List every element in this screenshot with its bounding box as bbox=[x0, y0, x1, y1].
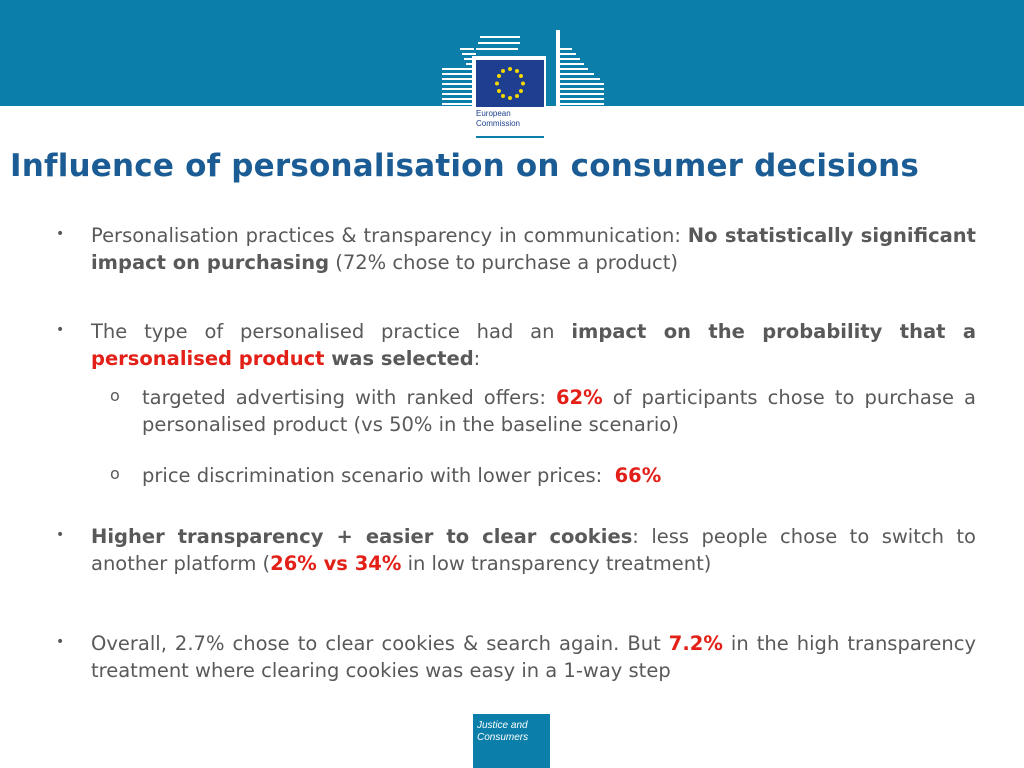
text-run: in the high transparency treatment where… bbox=[91, 632, 977, 682]
bullet-icon: • bbox=[56, 322, 65, 338]
footer-badge: Justice and Consumers bbox=[473, 714, 550, 768]
text-run: : bbox=[473, 347, 481, 370]
bold-text: was selected bbox=[324, 347, 474, 370]
logo-caption-line2: Commission bbox=[476, 119, 521, 128]
text-run: (72% chose to purchase a product) bbox=[329, 251, 678, 274]
text-run: : less people chose to switch to another… bbox=[91, 525, 976, 575]
bullet-text: Higher transparency + easier to clear co… bbox=[91, 523, 976, 577]
footer-line2: Consumers bbox=[477, 732, 529, 743]
text-run: in low transparency treatment) bbox=[401, 552, 712, 575]
bold-text: impact on the probability that a bbox=[571, 320, 977, 343]
bullet-text: Personalisation practices & transparency… bbox=[91, 222, 976, 276]
highlight-text: 66% bbox=[614, 464, 662, 487]
text-run: of participants chose to purchase a pers… bbox=[142, 386, 976, 436]
text-run: price discrimination scenario with lower… bbox=[142, 464, 615, 487]
text-run: Overall, 2.7% chose to clear cookies & s… bbox=[91, 632, 669, 655]
page-title: Influence of personalisation on consumer… bbox=[10, 148, 920, 184]
sub-bullet-text: targeted advertising with ranked offers:… bbox=[142, 384, 976, 438]
footer-line1: Justice and bbox=[477, 720, 528, 731]
text-run: The type of personalised practice had an bbox=[91, 320, 572, 343]
bullet-icon: • bbox=[56, 634, 65, 650]
highlight-text: 62% bbox=[555, 386, 603, 409]
highlight-text: 26% vs 34% bbox=[270, 552, 402, 575]
sub-bullet-icon: o bbox=[110, 464, 120, 483]
european-commission-logo-icon bbox=[442, 30, 604, 140]
bullet-icon: • bbox=[56, 527, 65, 543]
logo-caption: European Commission bbox=[476, 109, 546, 129]
bold-text: Higher transparency + easier to clear co… bbox=[91, 525, 633, 548]
text-run: Personalisation practices & transparency… bbox=[91, 224, 688, 247]
highlight-text: 7.2% bbox=[668, 632, 723, 655]
logo-caption-line1: European bbox=[476, 109, 511, 118]
sub-bullet-text: price discrimination scenario with lower… bbox=[142, 462, 976, 489]
highlight-text: personalised product bbox=[91, 347, 325, 370]
bullet-text: The type of personalised practice had an… bbox=[91, 318, 976, 372]
bold-text: No statistically significant impact on p… bbox=[91, 224, 976, 274]
sub-bullet-icon: o bbox=[110, 386, 120, 405]
text-run: targeted advertising with ranked offers: bbox=[142, 386, 556, 409]
bullet-text: Overall, 2.7% chose to clear cookies & s… bbox=[91, 630, 976, 684]
footer-badge-text: Justice and Consumers bbox=[477, 720, 549, 744]
bullet-icon: • bbox=[56, 226, 65, 242]
